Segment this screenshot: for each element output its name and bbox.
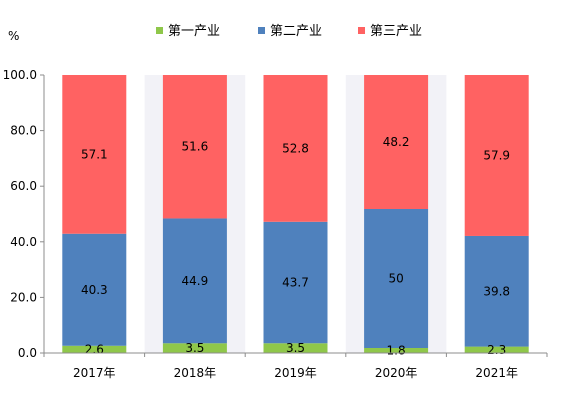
data-label: 50 [388,271,403,285]
bar-segment-1 [464,346,529,353]
bar-segment-3 [464,75,529,236]
y-tick-label: 20.0 [10,290,37,304]
data-label: 2.3 [487,343,506,357]
y-tick-label: 100.0 [3,68,37,82]
data-label: 2.6 [85,342,104,356]
legend-swatch-2 [258,27,265,34]
bar-segment-2 [464,235,529,347]
bar-segment-3 [364,75,429,209]
bar-segment-1 [62,345,127,353]
data-label: 39.8 [483,284,510,298]
data-label: 1.8 [387,343,406,357]
bar-segment-2 [364,208,429,348]
bar-segment-1 [263,343,328,353]
x-tick-label: 2020年 [375,366,418,380]
data-label: 3.5 [286,341,305,355]
bar-segment-1 [162,343,227,353]
bar-segment-3 [62,75,127,234]
y-tick-label: 60.0 [10,179,37,193]
data-label: 44.9 [182,274,209,288]
bar-segment-3 [263,75,328,222]
x-tick-label: 2021年 [475,366,518,380]
legend-swatch-3 [358,27,365,34]
bar-segment-3 [162,75,227,219]
x-tick-label: 2018年 [174,366,217,380]
bar-segment-1 [364,347,429,353]
data-label: 48.2 [383,135,410,149]
y-unit-label: % [8,29,19,43]
bar-segment-2 [62,233,127,346]
data-label: 57.1 [81,147,108,161]
x-tick-label: 2019年 [274,366,317,380]
x-tick-label: 2017年 [73,366,116,380]
y-tick-label: 40.0 [10,235,37,249]
data-label: 40.3 [81,283,108,297]
data-label: 43.7 [282,276,309,290]
y-tick-label: 80.0 [10,124,37,138]
legend-label-2: 第二产业 [270,24,322,39]
data-label: 3.5 [185,341,204,355]
y-tick-label: 0.0 [18,346,37,360]
legend-label-1: 第一产业 [168,24,220,39]
data-label: 52.8 [282,141,309,155]
legend-label-3: 第三产业 [370,24,422,39]
data-label: 51.6 [182,140,209,154]
legend-swatch-1 [156,27,163,34]
bar-segment-2 [263,221,328,344]
bar-segment-2 [162,218,227,344]
data-label: 57.9 [483,148,510,162]
